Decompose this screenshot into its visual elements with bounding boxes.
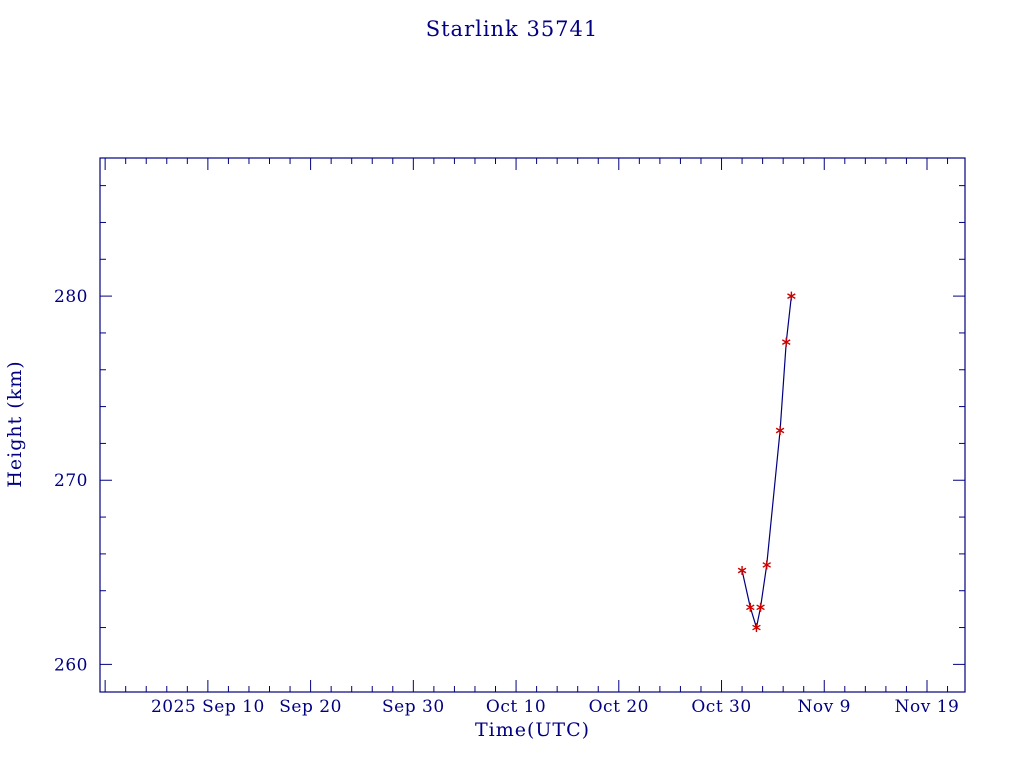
x-tick-label: Sep 20	[279, 697, 342, 717]
data-point-marker	[762, 562, 771, 568]
data-point-marker	[775, 427, 785, 434]
plot-box	[99, 157, 966, 693]
x-tick-label: Oct 30	[691, 697, 751, 717]
x-tick-label: Nov 19	[895, 697, 960, 717]
x-axis-label: Time(UTC)	[474, 719, 591, 741]
x-tick-label: 2025 Sep 10	[151, 697, 265, 717]
data-point-marker	[737, 567, 747, 574]
data-point-marker	[756, 604, 765, 611]
data-point-marker	[781, 339, 791, 345]
data-line	[741, 296, 792, 628]
y-tick-label: 280	[54, 287, 88, 307]
data-point-marker	[787, 293, 796, 299]
y-tick-label: 260	[54, 655, 88, 675]
x-tick-label: Nov 9	[798, 697, 851, 717]
y-tick-label: 270	[54, 471, 88, 491]
data-point-marker	[752, 624, 761, 631]
x-tick-label: Oct 20	[589, 697, 649, 717]
x-tick-label: Oct 10	[486, 697, 546, 717]
chart-title: Starlink 35741	[425, 17, 599, 41]
x-tick-label: Sep 30	[382, 697, 445, 717]
data-point-marker	[746, 604, 755, 611]
